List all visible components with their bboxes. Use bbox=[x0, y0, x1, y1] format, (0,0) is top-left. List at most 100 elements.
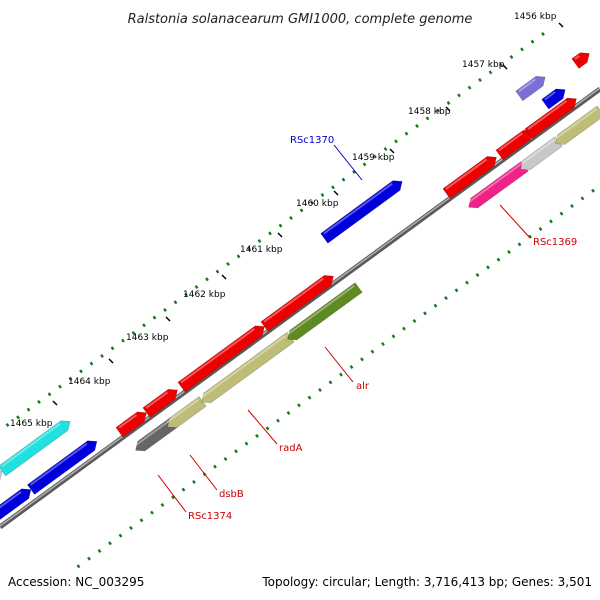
gene-arrow-red-rada[interactable] bbox=[177, 325, 265, 393]
gene-label-rsc1374[interactable]: RSc1374 bbox=[188, 511, 232, 522]
inner-tick-dot bbox=[244, 441, 249, 446]
inner-tick-dot bbox=[108, 541, 112, 546]
tick-label-1461: 1461 kbp bbox=[240, 245, 283, 255]
gene-arrow-red-small-2[interactable] bbox=[142, 388, 178, 418]
gene-label-rsc1370[interactable]: RSc1370 bbox=[290, 135, 334, 146]
outer-tick-dot bbox=[404, 131, 409, 136]
outer-tick-dot bbox=[415, 124, 419, 129]
inner-tick-dot bbox=[528, 234, 532, 239]
gene-arrow-lavender[interactable] bbox=[515, 75, 546, 102]
inner-tick-dot bbox=[549, 219, 553, 224]
gene-arrow-grey-right-highlight bbox=[519, 138, 555, 166]
gene-arrow-blue-left[interactable] bbox=[0, 488, 32, 531]
tick-1458: 1458 kbp bbox=[408, 106, 451, 117]
outer-tick-dot bbox=[509, 55, 514, 60]
inner-tick-dot bbox=[129, 525, 133, 530]
inner-tick-dot bbox=[370, 349, 375, 354]
outer-tick-dot bbox=[530, 39, 535, 44]
outer-tick-dot bbox=[425, 116, 430, 121]
inner-tick-dot bbox=[328, 380, 333, 385]
outer-tick-dot bbox=[121, 338, 125, 343]
kbp-ticks: 1456 kbp 1457 kbp 1458 kbp 1459 kbp 1460… bbox=[10, 12, 564, 429]
tick-1463: 1463 kbp bbox=[126, 316, 171, 343]
outer-tick-dot bbox=[520, 47, 524, 52]
gene-arrow-blue-left-2[interactable] bbox=[26, 440, 98, 495]
tick-1459: 1459 kbp bbox=[352, 148, 395, 163]
inner-tick-dot bbox=[391, 334, 396, 339]
outer-tick-dot bbox=[310, 200, 314, 205]
inner-tick-dot bbox=[570, 204, 574, 209]
gene-arrow-cyan[interactable] bbox=[0, 420, 71, 477]
tick-1464: 1464 kbp bbox=[68, 358, 114, 387]
outer-tick-dot bbox=[268, 231, 272, 236]
inner-tick-dot bbox=[139, 518, 144, 523]
tick-label-1464: 1464 kbp bbox=[68, 377, 111, 387]
tick-label-1458: 1458 kbp bbox=[408, 107, 451, 117]
gene-arrow-rsc1374-highlight bbox=[134, 419, 171, 447]
inner-tick-dot bbox=[444, 295, 448, 300]
leader-rsc1374 bbox=[157, 474, 187, 513]
gene-features bbox=[0, 52, 600, 531]
inner-tick-dot bbox=[496, 257, 501, 262]
gene-label-rsc1369[interactable]: RSc1369 bbox=[533, 237, 577, 248]
inner-tick-dot bbox=[213, 464, 217, 469]
gene-arrow-olive-right[interactable] bbox=[555, 105, 600, 145]
gene-label-alr[interactable]: alr bbox=[356, 381, 370, 392]
outer-tick-dot bbox=[299, 208, 304, 213]
map-title: Ralstonia solanacearum GMI1000, complete… bbox=[128, 12, 473, 27]
accession-text: Accession: NC_003295 bbox=[8, 575, 144, 589]
gene-arrow-alr-olive-highlight bbox=[286, 284, 355, 336]
outer-tick-dot bbox=[352, 170, 356, 175]
gene-arrow-grey-left[interactable] bbox=[0, 470, 3, 503]
gene-arrow-rsc1370[interactable] bbox=[320, 180, 403, 244]
gene-label-rada[interactable]: radA bbox=[279, 443, 303, 454]
inner-tick-dot bbox=[381, 341, 385, 346]
outer-tick-dot bbox=[58, 384, 62, 389]
gene-arrow-red-rada-highlight bbox=[180, 328, 256, 384]
outer-tick-dot bbox=[394, 139, 398, 144]
outer-tick-dot bbox=[457, 93, 461, 98]
outer-tick-dot bbox=[289, 215, 293, 220]
tick-dot-tracks bbox=[5, 32, 595, 569]
gene-arrow-red-alr[interactable] bbox=[260, 275, 334, 332]
outer-tick-dot bbox=[488, 70, 493, 75]
gene-arrow-red-edge[interactable] bbox=[571, 52, 590, 69]
tick-label-1460: 1460 kbp bbox=[296, 199, 339, 209]
inner-tick-dot bbox=[360, 357, 364, 362]
inner-tick-dot bbox=[160, 502, 165, 507]
outer-tick-dot bbox=[163, 307, 167, 312]
inner-tick-dot bbox=[286, 410, 291, 415]
gene-arrow-lavender-highlight bbox=[518, 78, 536, 93]
gene-arrow-red-small-1[interactable] bbox=[115, 411, 147, 438]
gene-arrow-red-upper-2[interactable] bbox=[524, 97, 577, 140]
gene-arrow-blue-left-2-highlight bbox=[29, 442, 88, 486]
outer-tick-dot bbox=[362, 162, 367, 167]
gene-arrow-olive-right-highlight bbox=[554, 108, 597, 140]
gene-arrow-alr-olive[interactable] bbox=[287, 282, 363, 341]
gene-arrow-rada-olive-highlight bbox=[200, 334, 287, 399]
outer-tick-dot bbox=[236, 254, 241, 259]
gene-arrow-dsbb-highlight bbox=[166, 398, 199, 424]
tick-label-1456: 1456 kbp bbox=[514, 12, 557, 22]
inner-tick-dot bbox=[192, 479, 196, 484]
gene-arrow-red-mid[interactable] bbox=[442, 156, 497, 199]
inner-tick-dot bbox=[150, 510, 154, 515]
inner-tick-dot bbox=[76, 564, 81, 569]
inner-tick-dot bbox=[591, 188, 595, 193]
inner-tick-dot bbox=[234, 449, 238, 454]
inner-tick-dot bbox=[465, 280, 469, 285]
outer-tick-dot bbox=[26, 407, 31, 412]
outer-tick-dot bbox=[331, 185, 335, 190]
tick-1465: 1465 kbp bbox=[10, 400, 58, 429]
inner-tick-dot bbox=[454, 288, 459, 293]
outer-tick-dot bbox=[499, 62, 503, 67]
outer-tick-dot bbox=[131, 330, 136, 335]
gene-arrow-blue-top[interactable] bbox=[541, 88, 566, 110]
tick-1460: 1460 kbp bbox=[296, 190, 339, 209]
gene-label-dsbb[interactable]: dsbB bbox=[219, 489, 244, 500]
outer-tick-dot bbox=[152, 315, 157, 320]
inner-tick-dot bbox=[423, 311, 427, 316]
leader-rada bbox=[247, 409, 278, 445]
inner-tick-dot bbox=[265, 426, 270, 431]
outer-tick-dot bbox=[142, 323, 146, 328]
